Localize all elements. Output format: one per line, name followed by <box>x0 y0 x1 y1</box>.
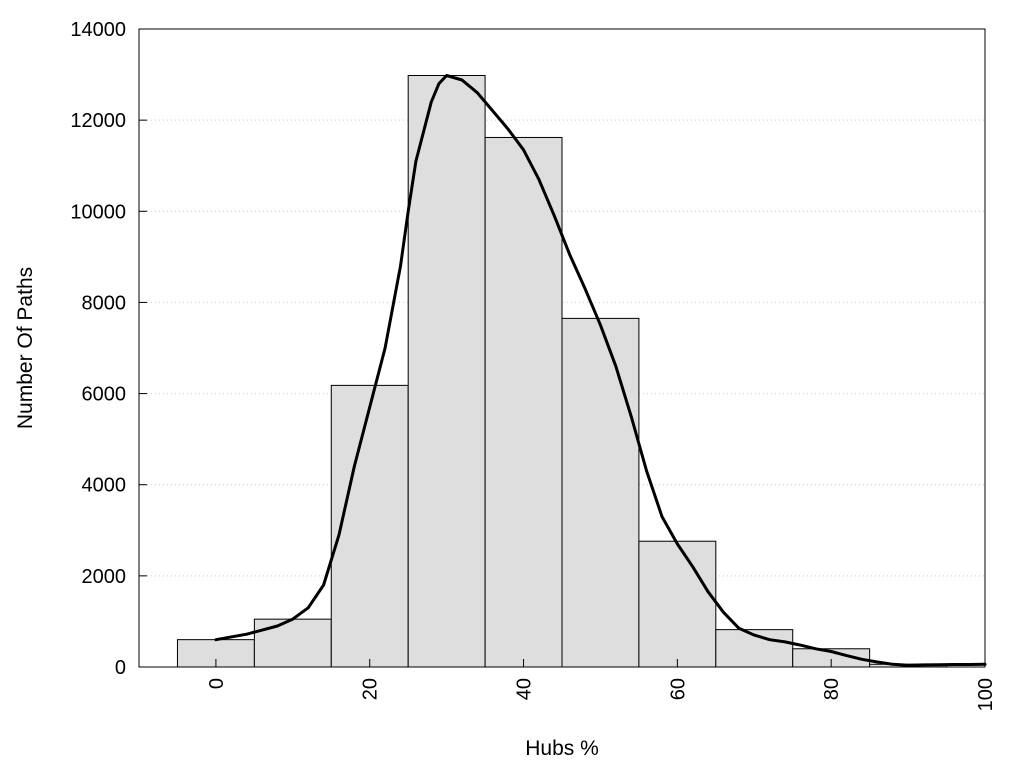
x-tick-label: 100 <box>975 678 997 711</box>
density-curve <box>214 74 987 667</box>
y-tick-label: 10000 <box>70 201 126 223</box>
x-tick-label: 60 <box>667 678 689 700</box>
y-tick-label: 6000 <box>82 384 127 406</box>
x-tick-label: 20 <box>360 678 382 700</box>
y-axis-label: Number Of Paths <box>14 267 37 429</box>
histogram-bar <box>407 74 486 668</box>
histogram-bar <box>484 136 563 668</box>
histogram-bar <box>638 540 717 668</box>
histogram-bar <box>330 384 409 668</box>
histogram-bars <box>176 74 948 668</box>
y-axis-ticks: 0 2000 4000 6000 8000 10000 12000 14000 <box>70 19 147 679</box>
grid-lines <box>139 119 985 577</box>
y-tick-label: 0 <box>115 657 126 679</box>
x-tick-label: 40 <box>514 678 536 700</box>
histogram-bar <box>253 618 332 668</box>
plot-frame <box>138 28 986 668</box>
y-tick-label: 8000 <box>82 292 127 314</box>
x-tick-label: 0 <box>206 678 228 689</box>
density-curve-group <box>214 74 987 667</box>
histogram-bar <box>561 317 640 668</box>
y-tick-label: 2000 <box>82 566 127 588</box>
x-axis-label: Hubs % <box>525 737 599 760</box>
x-tick-label: 80 <box>821 678 843 700</box>
y-tick-label: 14000 <box>70 19 126 41</box>
x-axis-ticks: 0 20 40 60 80 100 <box>206 659 997 711</box>
y-tick-label: 12000 <box>70 110 126 132</box>
y-tick-label: 4000 <box>82 475 127 497</box>
